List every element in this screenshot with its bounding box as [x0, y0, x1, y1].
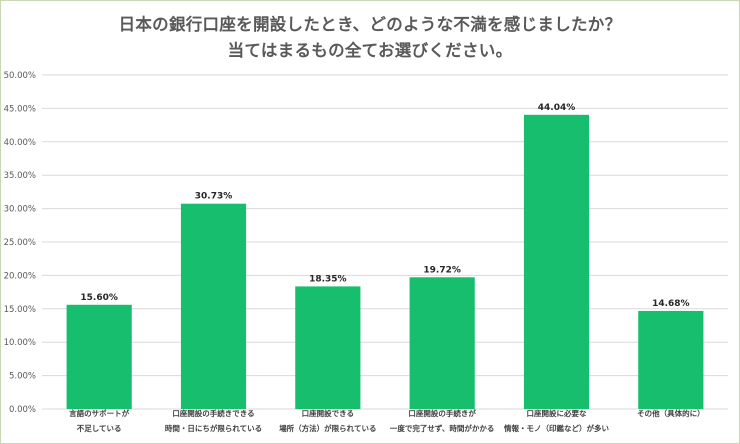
bar-4 [409, 277, 475, 409]
category-label-2-line-1: 口座開設の手続きできる [172, 408, 254, 418]
chart-title-line-2: 当てはまるもの全てお選びください。 [227, 41, 513, 60]
category-label-6-line-1: その他（具体的に） [637, 408, 705, 418]
bar-1 [66, 304, 132, 409]
category-label-4-line-2: 一度で完了せず、時間がかかる [390, 423, 494, 433]
y-tick-label-7: 35.00% [4, 171, 36, 181]
bar-6 [638, 310, 704, 409]
category-label-1-line-2: 不足している [77, 424, 122, 433]
y-tick-label-2: 10.00% [4, 338, 36, 348]
data-label-3: 18.35% [309, 274, 347, 284]
category-label-5-line-1: 口座開設に必要な [527, 408, 587, 418]
data-label-5: 44.04% [538, 103, 576, 113]
y-tick-label-8: 40.00% [4, 138, 36, 148]
category-label-3-line-2: 場所（方法）が限られている [279, 423, 376, 433]
data-label-4: 19.72% [423, 265, 461, 275]
data-label-6: 14.68% [652, 299, 690, 309]
y-tick-label-5: 25.00% [4, 238, 36, 248]
bar-3 [295, 286, 361, 409]
y-tick-label-1: 5.00% [9, 372, 36, 382]
category-label-4-line-1: 口座開設の手続きが [408, 408, 476, 418]
y-tick-label-3: 15.00% [4, 305, 36, 315]
y-tick-label-9: 45.00% [4, 104, 36, 114]
bar-5 [523, 114, 590, 409]
category-label-2-line-2: 時間・日にちが限られている [165, 423, 262, 433]
category-label-1-line-1: 言語のサポートが [69, 408, 129, 418]
bar-2 [180, 203, 247, 409]
category-label-5-line-2: 情報・モノ（印鑑など）が多い [503, 423, 609, 433]
data-label-1: 15.60% [80, 293, 118, 303]
category-label-3-line-1: 口座開設できる [302, 408, 354, 418]
y-tick-label-4: 20.00% [4, 271, 36, 281]
chart-title-line-1: 日本の銀行口座を開設したとき、どのような不満を感じましたか？ [118, 15, 622, 34]
data-label-2: 30.73% [195, 192, 233, 202]
y-tick-label-10: 50.00% [4, 71, 36, 81]
y-tick-label-6: 30.00% [4, 205, 36, 215]
y-tick-label-0: 0.00% [9, 405, 36, 415]
